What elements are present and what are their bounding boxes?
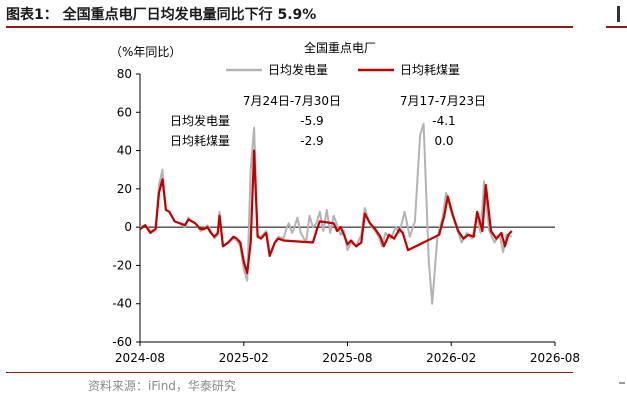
series-line-gen xyxy=(139,122,513,305)
title-rule xyxy=(6,26,573,28)
annotation-row1-v1: -5.9 xyxy=(300,114,323,128)
y-tick-label: 40 xyxy=(117,144,132,158)
x-tick-label: 2026-02 xyxy=(426,351,476,365)
annotation-row2-v2: 0.0 xyxy=(434,134,453,148)
annotation-row2-label: 日均耗煤量 xyxy=(170,134,230,148)
y-axis-label: （%年同比） xyxy=(110,45,181,59)
source-rule xyxy=(6,372,573,373)
annotation-col2-header: 7月17-7月23日 xyxy=(400,94,486,108)
legend: 日均发电量 日均耗煤量 xyxy=(226,62,460,77)
legend-label-coal: 日均耗煤量 xyxy=(400,63,460,77)
y-tick-label: -60 xyxy=(112,335,132,349)
annotation-col1-header: 7月24日-7月30日 xyxy=(243,94,341,108)
figure-title: 图表1： 全国重点电厂日均发电量同比下行 5.9% xyxy=(6,7,317,23)
source-note: 资料来源：iFind，华泰研究 xyxy=(88,379,236,393)
edge-rule xyxy=(606,26,627,28)
annotation-row1-label: 日均发电量 xyxy=(170,113,230,128)
x-tick-label: 2025-08 xyxy=(322,351,372,365)
annotation-row1-v2: -4.1 xyxy=(432,114,455,128)
chart-title: 全国重点电厂 xyxy=(304,40,376,55)
x-tick-label: 2026-08 xyxy=(530,351,580,365)
legend-label-gen: 日均发电量 xyxy=(268,62,328,77)
x-tick-label: 2024-08 xyxy=(115,351,165,365)
edge-mark-bottom xyxy=(619,382,625,384)
series-line-coal xyxy=(139,149,513,275)
y-axis: -60 -40 -20 0 20 40 60 80 xyxy=(112,67,141,349)
y-tick-label: 60 xyxy=(117,105,132,119)
annotation-table: 7月24日-7月30日 7月17-7月23日 日均发电量 -5.9 -4.1 日… xyxy=(170,94,486,148)
series-group xyxy=(139,122,513,305)
y-tick-label: 20 xyxy=(117,182,132,196)
y-tick-label: 80 xyxy=(117,67,132,81)
x-axis: 2024-08 2025-02 2025-08 2026-02 2026-08 xyxy=(115,226,580,365)
annotation-row2-v1: -2.9 xyxy=(300,134,323,148)
x-tick-label: 2025-02 xyxy=(219,351,269,365)
y-tick-label: -40 xyxy=(112,297,132,311)
y-tick-label: -20 xyxy=(112,258,132,272)
edge-mark xyxy=(617,6,620,22)
y-tick-label: 0 xyxy=(124,220,132,234)
